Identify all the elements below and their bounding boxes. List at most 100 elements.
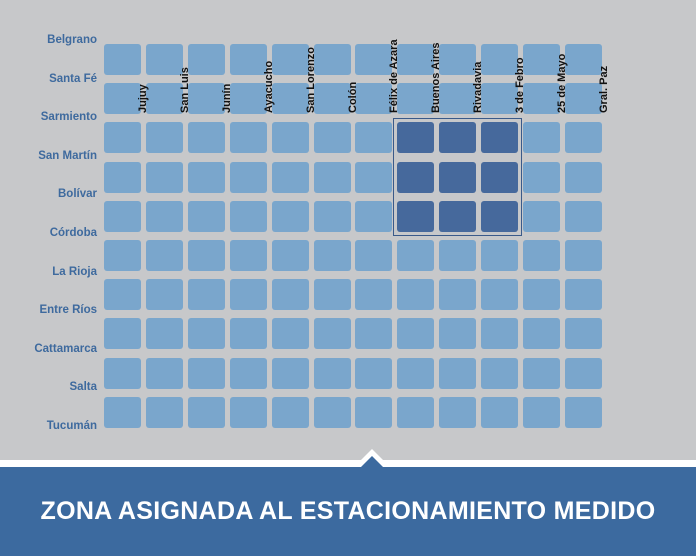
city-block [523,279,560,311]
city-block [229,318,267,350]
city-block [104,161,141,193]
city-block [187,200,225,232]
city-block [355,396,393,428]
city-block [145,83,183,115]
city-block [564,318,602,350]
street-label-column: 25 de Mayo [556,53,568,113]
city-block [439,396,477,428]
street-label-column: Ayacucho [262,60,275,113]
city-block [313,161,351,193]
city-block [355,83,393,115]
city-block [229,44,267,75]
city-block [229,357,267,389]
city-block [439,357,477,389]
city-block [439,83,477,115]
city-block [523,396,560,428]
parking-zone-block [397,122,435,154]
parking-zone-block [481,161,519,193]
city-block [481,83,519,115]
parking-zone-block [481,200,519,232]
city-block [229,83,267,115]
city-block [145,200,183,232]
parking-zone-block [439,122,477,154]
street-label-row: Bolívar [58,188,97,201]
city-block [355,44,393,75]
city-block [355,279,393,311]
city-block [104,200,141,232]
city-block [523,240,560,271]
city-block [355,240,393,271]
city-block [229,122,267,154]
city-block [355,122,393,154]
street-label-row: Sarmiento [40,111,97,124]
city-block [564,83,602,115]
parking-zone-block [481,122,519,154]
city-block [104,396,141,428]
city-block [439,240,477,271]
city-block [313,122,351,154]
banner-pointer-fill [358,456,386,470]
city-block [145,122,183,154]
street-label-row: La Rioja [52,265,97,278]
city-block [271,279,309,311]
street-label-row: San Martín [38,149,97,162]
parking-zone-block [397,161,435,193]
city-block [397,44,435,75]
city-block [271,240,309,271]
city-block [523,83,560,115]
city-block [187,240,225,271]
city-block [187,83,225,115]
street-label-row: Salta [69,381,98,394]
city-block [104,122,141,154]
street-label-column: 3 de Febro [514,57,527,113]
street-map: Belgrano Santa Fé Sarmiento San Martín Bolív… [34,34,610,432]
city-block [271,83,309,115]
city-block [355,200,393,232]
city-block [439,279,477,311]
city-block [145,44,183,75]
city-block [145,161,183,193]
city-block [271,318,309,350]
city-block [313,83,351,115]
street-label-row: Santa Fé [49,72,97,85]
city-block [313,396,351,428]
banner-title: ZONA ASIGNADA AL ESTACIONAMIENTO MEDIDO [40,497,656,525]
city-block [229,279,267,311]
city-block [564,200,602,232]
city-block [397,279,435,311]
city-block [187,161,225,193]
city-block [564,122,602,154]
city-block [523,318,560,350]
city-block [481,357,519,389]
city-block [564,396,602,428]
street-label-row: Cattamarca [34,342,97,355]
city-block [564,279,602,311]
city-block [271,122,309,154]
city-block [481,279,519,311]
street-label-column: Jujuy [137,84,149,113]
city-block [187,279,225,311]
city-block [104,240,141,271]
city-block [271,161,309,193]
city-block [145,357,183,389]
city-block [564,240,602,271]
city-block [397,396,435,428]
city-block [523,200,560,232]
parking-zone-outline [393,118,523,236]
city-block [313,240,351,271]
city-block [104,318,141,350]
city-block [187,357,225,389]
street-label-column: Buenos Aires [430,42,443,113]
street-label-column: Gral. Paz [597,65,610,113]
city-block [564,357,602,389]
city-block [523,122,560,154]
city-block [145,396,183,428]
city-block [104,279,141,311]
city-block [187,122,225,154]
street-label-column: San Lorenzo [304,46,317,113]
city-block [439,44,477,75]
city-block [481,44,519,75]
street-label-column: Félix de Azara [388,39,401,113]
city-block [355,161,393,193]
parking-zone-block [439,200,477,232]
